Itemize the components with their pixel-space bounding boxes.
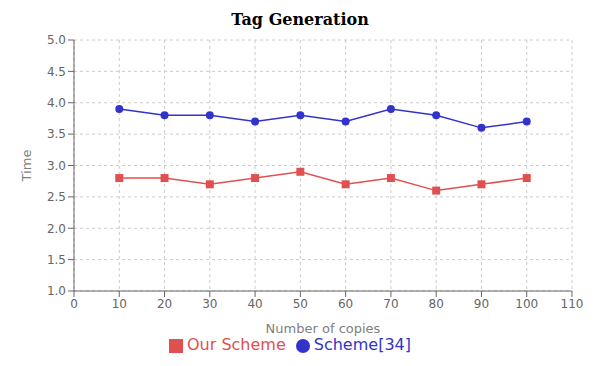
svg-text:1.0: 1.0	[47, 284, 66, 298]
svg-text:0: 0	[70, 297, 78, 311]
svg-text:3.5: 3.5	[47, 127, 66, 141]
svg-text:70: 70	[383, 297, 398, 311]
svg-text:4.5: 4.5	[47, 65, 66, 79]
html-text:Our Scheme: Our Scheme	[187, 335, 286, 354]
svg-text:50: 50	[293, 297, 308, 311]
svg-text:Time: Time	[19, 150, 34, 183]
svg-text:60: 60	[338, 297, 353, 311]
svg-text:1.5: 1.5	[47, 253, 66, 267]
svg-text:80: 80	[429, 297, 444, 311]
html-text:Tag Generation: Tag Generation	[231, 10, 369, 29]
svg-text:20: 20	[157, 297, 172, 311]
svg-text:40: 40	[247, 297, 262, 311]
svg-text:90: 90	[474, 297, 489, 311]
svg-text:Number of copies: Number of copies	[266, 321, 381, 336]
svg-text:3.0: 3.0	[47, 159, 66, 173]
svg-text:100: 100	[515, 297, 538, 311]
svg-text:5.0: 5.0	[47, 33, 66, 47]
html-text:Scheme[34]: Scheme[34]	[313, 335, 411, 354]
svg-text:2.0: 2.0	[47, 222, 66, 236]
svg-text:10: 10	[112, 297, 127, 311]
svg-text:2.5: 2.5	[47, 190, 66, 204]
svg-text:30: 30	[202, 297, 217, 311]
svg-text:110: 110	[561, 297, 584, 311]
svg-text:4.0: 4.0	[47, 96, 66, 110]
